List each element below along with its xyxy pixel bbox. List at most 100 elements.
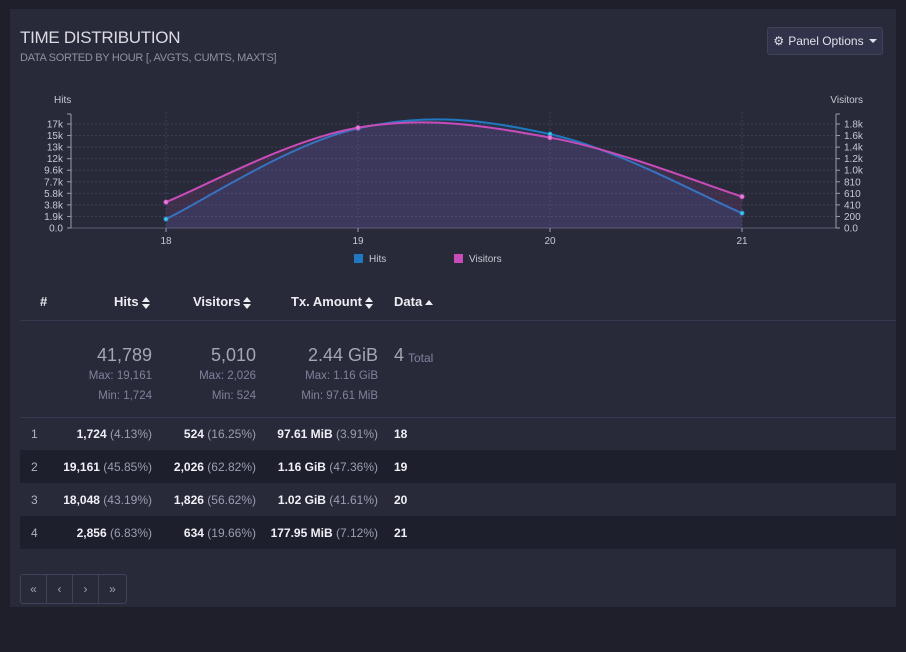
row-hits-pct: (45.85%): [103, 460, 152, 474]
row-tx-pct: (41.61%): [329, 493, 378, 507]
panel-options-button[interactable]: ⚙ Panel Options: [767, 27, 883, 55]
row-hits: 1,724 (4.13%): [77, 427, 152, 441]
right-tick-label: 1.0k: [844, 166, 864, 177]
left-axis-title: Hits: [54, 95, 71, 106]
right-tick-label: 610: [844, 189, 861, 200]
row-hits-value: 19,161: [63, 460, 100, 474]
chart-grid: [71, 112, 836, 229]
chart-plot: [163, 118, 745, 228]
row-index: 4: [31, 526, 38, 540]
col-visitors-label: Visitors: [193, 294, 241, 309]
row-hits-pct: (43.19%): [103, 493, 152, 507]
row-tx-value: 1.16 GiB: [277, 460, 326, 474]
col-visitors-header[interactable]: Visitors: [193, 294, 252, 309]
sort-icon: [243, 296, 252, 309]
row-tx: 97.61 MiB (3.91%): [277, 427, 378, 441]
tx-min: Min: 97.61 MiB: [301, 390, 378, 402]
col-hits-header[interactable]: Hits: [114, 294, 151, 309]
right-tick-label: 1.4k: [844, 143, 864, 154]
row-hits-pct: (6.83%): [109, 526, 152, 540]
row-data: 21: [394, 526, 408, 540]
legend-swatch-hits: [354, 254, 363, 263]
chart-legend: Hits Visitors: [354, 254, 502, 265]
series-area-hits: [166, 119, 742, 228]
series-point-visitors: [547, 134, 553, 141]
row-hits-value: 2,856: [76, 526, 107, 540]
row-tx-pct: (7.12%): [335, 526, 378, 540]
col-data-header[interactable]: Data: [394, 294, 434, 309]
row-tx: 177.95 MiB (7.12%): [271, 526, 378, 540]
row-visitors-value: 1,826: [173, 493, 204, 507]
left-tick-label: 17k: [47, 120, 64, 131]
row-hits: 18,048 (43.19%): [63, 493, 152, 507]
right-axis-title: Visitors: [830, 95, 863, 106]
left-tick-label: 3.8k: [44, 200, 64, 211]
hits-total: 41,789: [96, 345, 152, 365]
row-hits-value: 1,724: [76, 427, 107, 441]
row-visitors-value: 634: [183, 526, 204, 540]
left-tick-label: 15k: [47, 131, 64, 142]
right-tick-label: 0.0: [844, 224, 858, 235]
panel-subtitle: DATA SORTED BY HOUR [, AVGTS, CUMTS, MAX…: [20, 52, 277, 64]
row-visitors-pct: (16.25%): [207, 427, 256, 441]
x-tick-label: 19: [352, 236, 364, 247]
table-header: # Hits Visitors Tx. Amount Data: [20, 290, 896, 321]
table-summary: 41,789 Max: 19,161 Min: 1,724 5,010 Max:…: [20, 321, 896, 418]
series-point-visitors: [739, 194, 745, 200]
row-visitors: 2,026 (62.82%): [174, 460, 256, 474]
pagination: « ‹ › »: [20, 574, 127, 604]
right-tick-label: 1.6k: [844, 131, 864, 142]
last-page-button[interactable]: »: [109, 582, 116, 596]
col-tx-header[interactable]: Tx. Amount: [291, 294, 374, 309]
row-tx-pct: (47.36%): [329, 460, 378, 474]
hits-min: Min: 1,724: [98, 390, 152, 402]
right-tick-label: 810: [844, 177, 861, 188]
prev-page-button[interactable]: ‹: [47, 575, 73, 603]
row-visitors: 524 (16.25%): [184, 427, 256, 441]
data-total-label: Total: [408, 351, 434, 365]
legend-label-visitors: Visitors: [469, 254, 502, 265]
row-tx: 1.02 GiB (41.61%): [278, 493, 378, 507]
tx-total: 2.44 GiB: [307, 345, 378, 365]
row-hits-value: 18,048: [63, 493, 100, 507]
row-hits-pct: (4.13%): [109, 427, 152, 441]
row-data: 19: [394, 460, 408, 474]
hits-max: Max: 19,161: [88, 370, 152, 382]
row-tx: 1.16 GiB (47.36%): [278, 460, 378, 474]
table-row: 4 2,856 (6.83%) 634 (19.66%) 177.95 MiB (7.…: [20, 516, 896, 549]
left-tick-label: 9.6k: [44, 166, 64, 177]
first-page-button[interactable]: «: [21, 575, 47, 603]
col-hits-label: Hits: [114, 294, 139, 309]
panel-title: TIME DISTRIBUTION: [20, 28, 181, 47]
row-visitors-value: 2,026: [173, 460, 204, 474]
visitors-max: Max: 2,026: [199, 370, 256, 382]
sort-icon: [365, 296, 374, 309]
series-point-hits: [739, 210, 745, 216]
caret-down-icon: [868, 39, 877, 43]
row-index: 3: [31, 493, 38, 507]
row-visitors-value: 524: [183, 427, 204, 441]
right-tick-label: 1.8k: [844, 120, 864, 131]
x-tick-label: 20: [544, 236, 556, 247]
row-visitors-pct: (62.82%): [207, 460, 256, 474]
row-index: 1: [31, 427, 38, 441]
series-point-visitors: [163, 199, 169, 205]
left-tick-label: 1.9k: [44, 212, 64, 223]
series-point-visitors: [355, 125, 361, 131]
row-tx-pct: (3.91%): [335, 427, 378, 441]
row-visitors: 1,826 (56.62%): [174, 493, 256, 507]
visitors-min: Min: 524: [211, 390, 256, 402]
left-tick-label: 7.7k: [44, 177, 64, 188]
panel-options-label: Panel Options: [788, 34, 864, 48]
col-tx-label: Tx. Amount: [291, 294, 363, 309]
left-tick-label: 0.0: [49, 224, 63, 235]
next-page-button[interactable]: ›: [73, 575, 99, 603]
row-visitors-pct: (19.66%): [207, 526, 256, 540]
series-area-visitors: [166, 122, 742, 228]
data-count: 4: [394, 345, 405, 365]
x-tick-label: 18: [160, 236, 172, 247]
row-hits: 2,856 (6.83%): [77, 526, 152, 540]
col-index-header: #: [40, 294, 48, 309]
visitors-total: 5,010: [210, 345, 256, 365]
